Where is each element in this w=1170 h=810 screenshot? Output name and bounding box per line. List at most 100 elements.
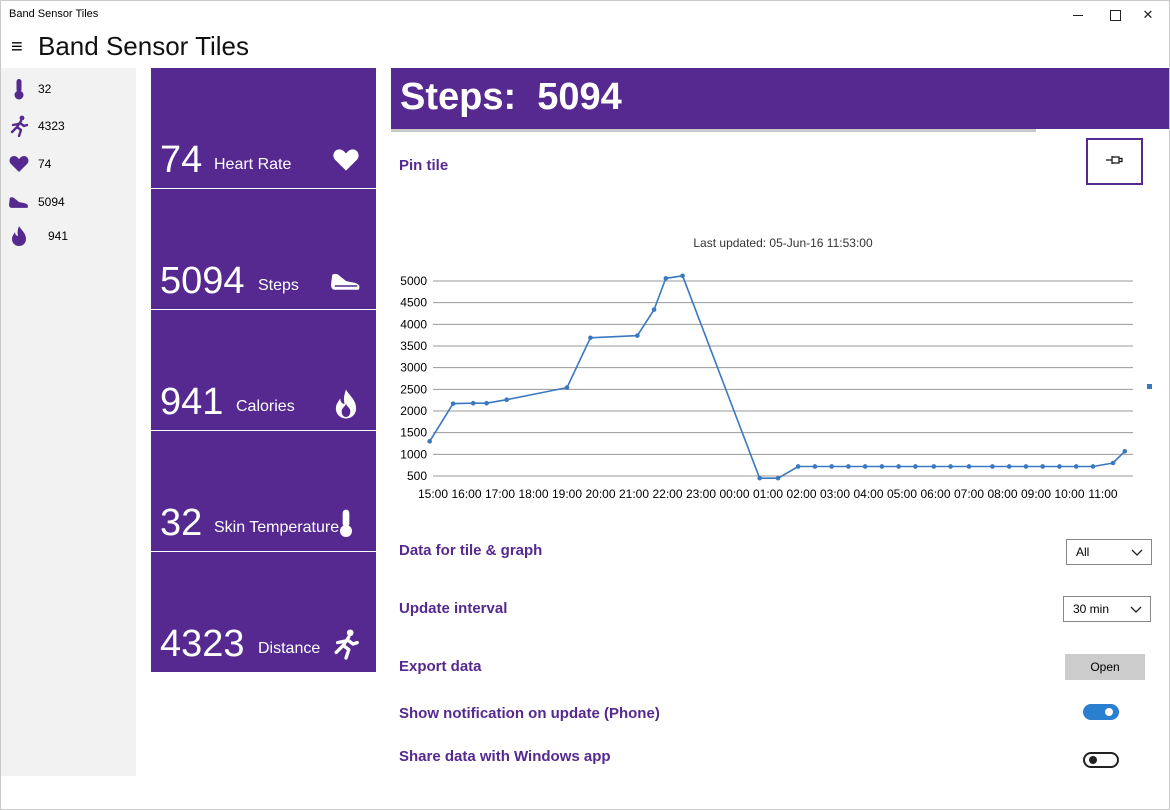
x-tick-label: 04:00: [853, 487, 883, 501]
sidebar-item-value: 4323: [38, 119, 65, 133]
y-tick-label: 4000: [400, 317, 427, 331]
tile-skin-temperature[interactable]: 32 Skin Temperature: [151, 431, 376, 551]
tile-label: Heart Rate: [214, 156, 292, 173]
notification-toggle[interactable]: [1083, 704, 1119, 720]
pin-icon: [1105, 153, 1125, 171]
tile-value: 74: [160, 139, 203, 181]
data-point: [588, 335, 593, 341]
y-tick-label: 2000: [400, 404, 427, 418]
x-axis: 15:00 16:00 17:00 18:00 19:00 20:00 21:00 22:00…: [418, 487, 1118, 501]
data-point: [931, 464, 937, 469]
x-tick-label: 10:00: [1054, 487, 1084, 501]
y-tick-label: 3500: [400, 339, 427, 353]
x-tick-label: 20:00: [585, 487, 615, 501]
tile-label: Steps: [258, 277, 299, 294]
window-title: Band Sensor Tiles: [9, 8, 99, 20]
share-data-label: Share data with Windows app: [399, 748, 611, 765]
heart-icon: [9, 153, 29, 175]
shoe-icon: [330, 265, 362, 297]
y-tick-label: 2500: [400, 382, 427, 396]
series-line: [429, 274, 1126, 479]
data-point: [1122, 449, 1128, 454]
interval-select[interactable]: 30 min: [1063, 596, 1151, 622]
chart-edge-marker: [1147, 384, 1152, 389]
interval-select-value: 30 min: [1073, 602, 1110, 616]
tile-steps[interactable]: 5094 Steps: [151, 189, 376, 309]
data-point: [1006, 464, 1012, 469]
toggle-knob: [1105, 708, 1113, 716]
sidebar-item-distance[interactable]: 4323: [1, 111, 136, 141]
x-tick-label: 08:00: [987, 487, 1017, 501]
data-point: [635, 333, 640, 338]
y-tick-label: 5000: [400, 274, 427, 288]
banner-label: Steps:: [400, 76, 517, 118]
data-point: [829, 464, 834, 469]
data-point: [470, 400, 476, 406]
x-tick-label: 07:00: [954, 487, 984, 501]
update-interval-label: Update interval: [399, 600, 508, 617]
app-title: Band Sensor Tiles: [38, 31, 250, 61]
tile-distance[interactable]: 4323 Distance: [151, 552, 376, 672]
x-tick-label: 09:00: [1021, 487, 1051, 501]
running-person-icon: [9, 115, 29, 137]
sidebar-item-heart-rate[interactable]: 74: [1, 149, 136, 179]
data-point: [1073, 464, 1079, 469]
sidebar-item-skin-temperature[interactable]: 32: [1, 74, 136, 104]
hamburger-menu-icon[interactable]: ≡: [11, 36, 23, 58]
sidebar-item-steps[interactable]: 5094: [1, 187, 136, 217]
data-point: [564, 385, 570, 390]
sidebar-item-value: 32: [38, 82, 52, 96]
sidebar-item-value: 941: [48, 229, 69, 243]
data-select-value: All: [1076, 545, 1090, 559]
y-axis: 500 1000 1500 2000 2500 3000 3500 4000 4500 5000: [400, 274, 427, 483]
data-point: [484, 400, 489, 406]
title-bar: Band Sensor Tiles: [1, 1, 1169, 29]
x-tick-label: 06:00: [920, 487, 950, 501]
banner-title: Steps: 5094: [400, 76, 622, 119]
share-data-toggle[interactable]: [1083, 752, 1119, 768]
tile-value: 32: [160, 502, 203, 544]
pin-button[interactable]: [1086, 138, 1143, 185]
tile-heart-rate[interactable]: 74 Heart Rate: [151, 68, 376, 188]
data-point: [1057, 464, 1062, 469]
sidebar-item-calories[interactable]: 941: [1, 221, 136, 251]
x-tick-label: 18:00: [518, 487, 548, 501]
series-points: [427, 273, 1128, 481]
flame-icon: [330, 388, 362, 420]
tile-calories[interactable]: 941 Calories: [151, 310, 376, 430]
data-select[interactable]: All: [1066, 539, 1152, 565]
sidebar-item-value: 74: [38, 157, 52, 171]
data-point: [1110, 460, 1116, 466]
open-button[interactable]: Open: [1065, 654, 1145, 680]
close-button[interactable]: [1125, 1, 1170, 29]
x-tick-label: 01:00: [753, 487, 783, 501]
data-point: [651, 307, 657, 312]
flame-icon: [9, 225, 29, 247]
banner-value: 5094: [537, 76, 622, 118]
x-tick-label: 05:00: [887, 487, 917, 501]
data-point: [663, 276, 669, 281]
data-point: [680, 273, 685, 279]
data-point: [757, 475, 762, 481]
chevron-down-icon: [1130, 606, 1142, 613]
data-point: [1090, 464, 1096, 469]
data-point: [862, 464, 868, 469]
x-tick-label: 19:00: [552, 487, 582, 501]
data-point: [795, 464, 801, 469]
tile-value: 5094: [160, 260, 245, 302]
data-point: [812, 464, 818, 469]
sidebar: 32 4323 74 5094 941: [1, 68, 136, 776]
x-tick-label: 03:00: [820, 487, 850, 501]
data-point: [896, 464, 901, 469]
data-point: [966, 464, 972, 469]
tile-label: Calories: [236, 398, 295, 415]
data-point: [1040, 464, 1045, 469]
tile-label: Skin Temperature: [214, 519, 340, 536]
data-point: [913, 464, 918, 469]
x-tick-label: 23:00: [686, 487, 716, 501]
steps-chart: Last updated: 05-Jun-16 11:53:00 500 1000…: [400, 236, 1133, 501]
data-point: [879, 464, 885, 469]
toggle-knob: [1089, 756, 1097, 764]
tile-label: Distance: [258, 640, 321, 657]
